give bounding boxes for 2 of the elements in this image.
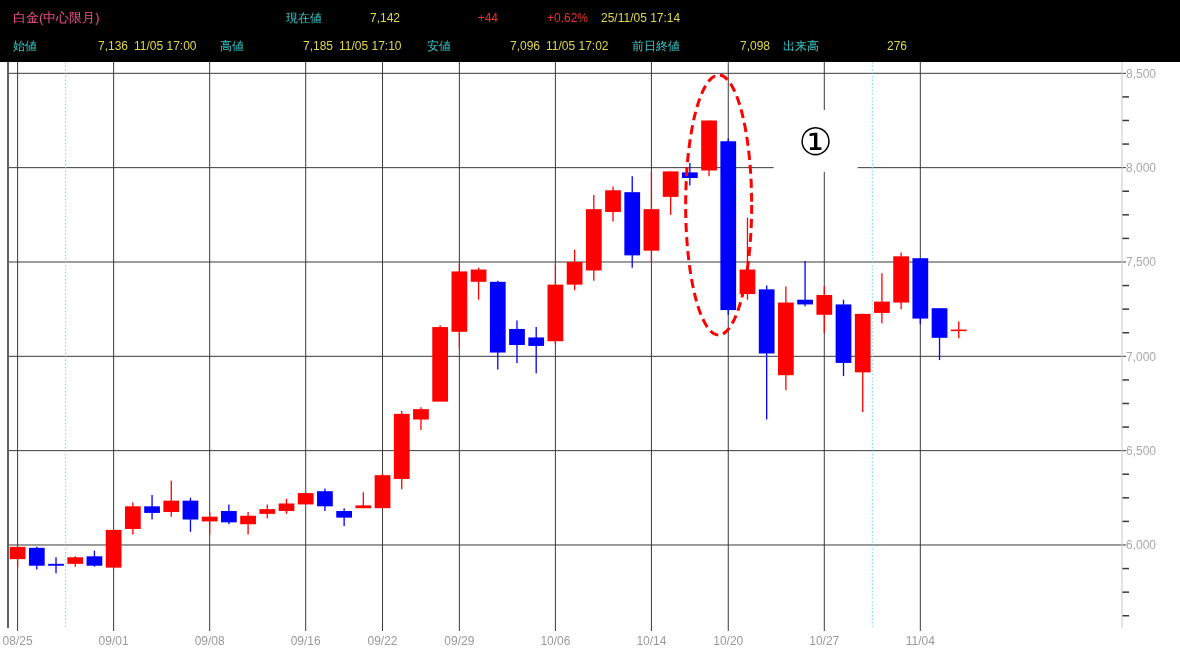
annotation: ① [798,121,833,163]
title: 白金(中心限月) [13,10,100,25]
